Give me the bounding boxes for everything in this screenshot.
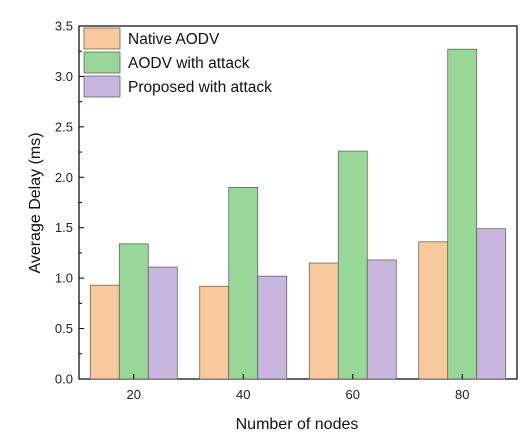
bar <box>418 241 449 380</box>
legend-label: AODV with attack <box>128 55 250 72</box>
y-tick-label: 1.0 <box>55 271 73 286</box>
axes: 20 40 60 80 0.0 0.5 1.0 1.5 2.0 2.5 3.0 3.5 <box>55 19 470 403</box>
bar <box>118 243 149 380</box>
bar <box>147 266 178 380</box>
bar <box>476 228 507 380</box>
y-tick-label: 0.5 <box>55 321 73 336</box>
bar <box>228 187 259 380</box>
bar <box>366 259 397 380</box>
y-axis-title: Average Delay (ms) <box>27 132 44 273</box>
bars <box>89 48 507 380</box>
x-tick-label: 40 <box>236 387 250 402</box>
legend-swatch <box>83 27 121 50</box>
legend: Native AODV AODV with attack Proposed with… <box>83 27 272 98</box>
bar <box>308 262 339 380</box>
y-tick-label: 3.5 <box>55 19 73 34</box>
y-tick-label: 3.0 <box>55 69 73 84</box>
x-axis-title: Number of nodes <box>236 416 359 433</box>
bar <box>257 275 288 380</box>
legend-swatch <box>83 75 121 98</box>
bar <box>89 284 120 380</box>
y-tick-label: 0.0 <box>55 372 73 387</box>
x-tick-label: 20 <box>127 387 141 402</box>
x-tick-label: 80 <box>455 387 469 402</box>
bar <box>199 285 230 380</box>
bar <box>337 150 368 380</box>
bar <box>447 48 478 380</box>
legend-swatch <box>83 51 121 74</box>
y-tick-label: 2.5 <box>55 119 73 134</box>
legend-label: Proposed with attack <box>128 79 272 96</box>
x-tick-label: 60 <box>346 387 360 402</box>
y-tick-label: 2.0 <box>55 170 73 185</box>
legend-label: Native AODV <box>128 31 220 48</box>
y-tick-label: 1.5 <box>55 220 73 235</box>
